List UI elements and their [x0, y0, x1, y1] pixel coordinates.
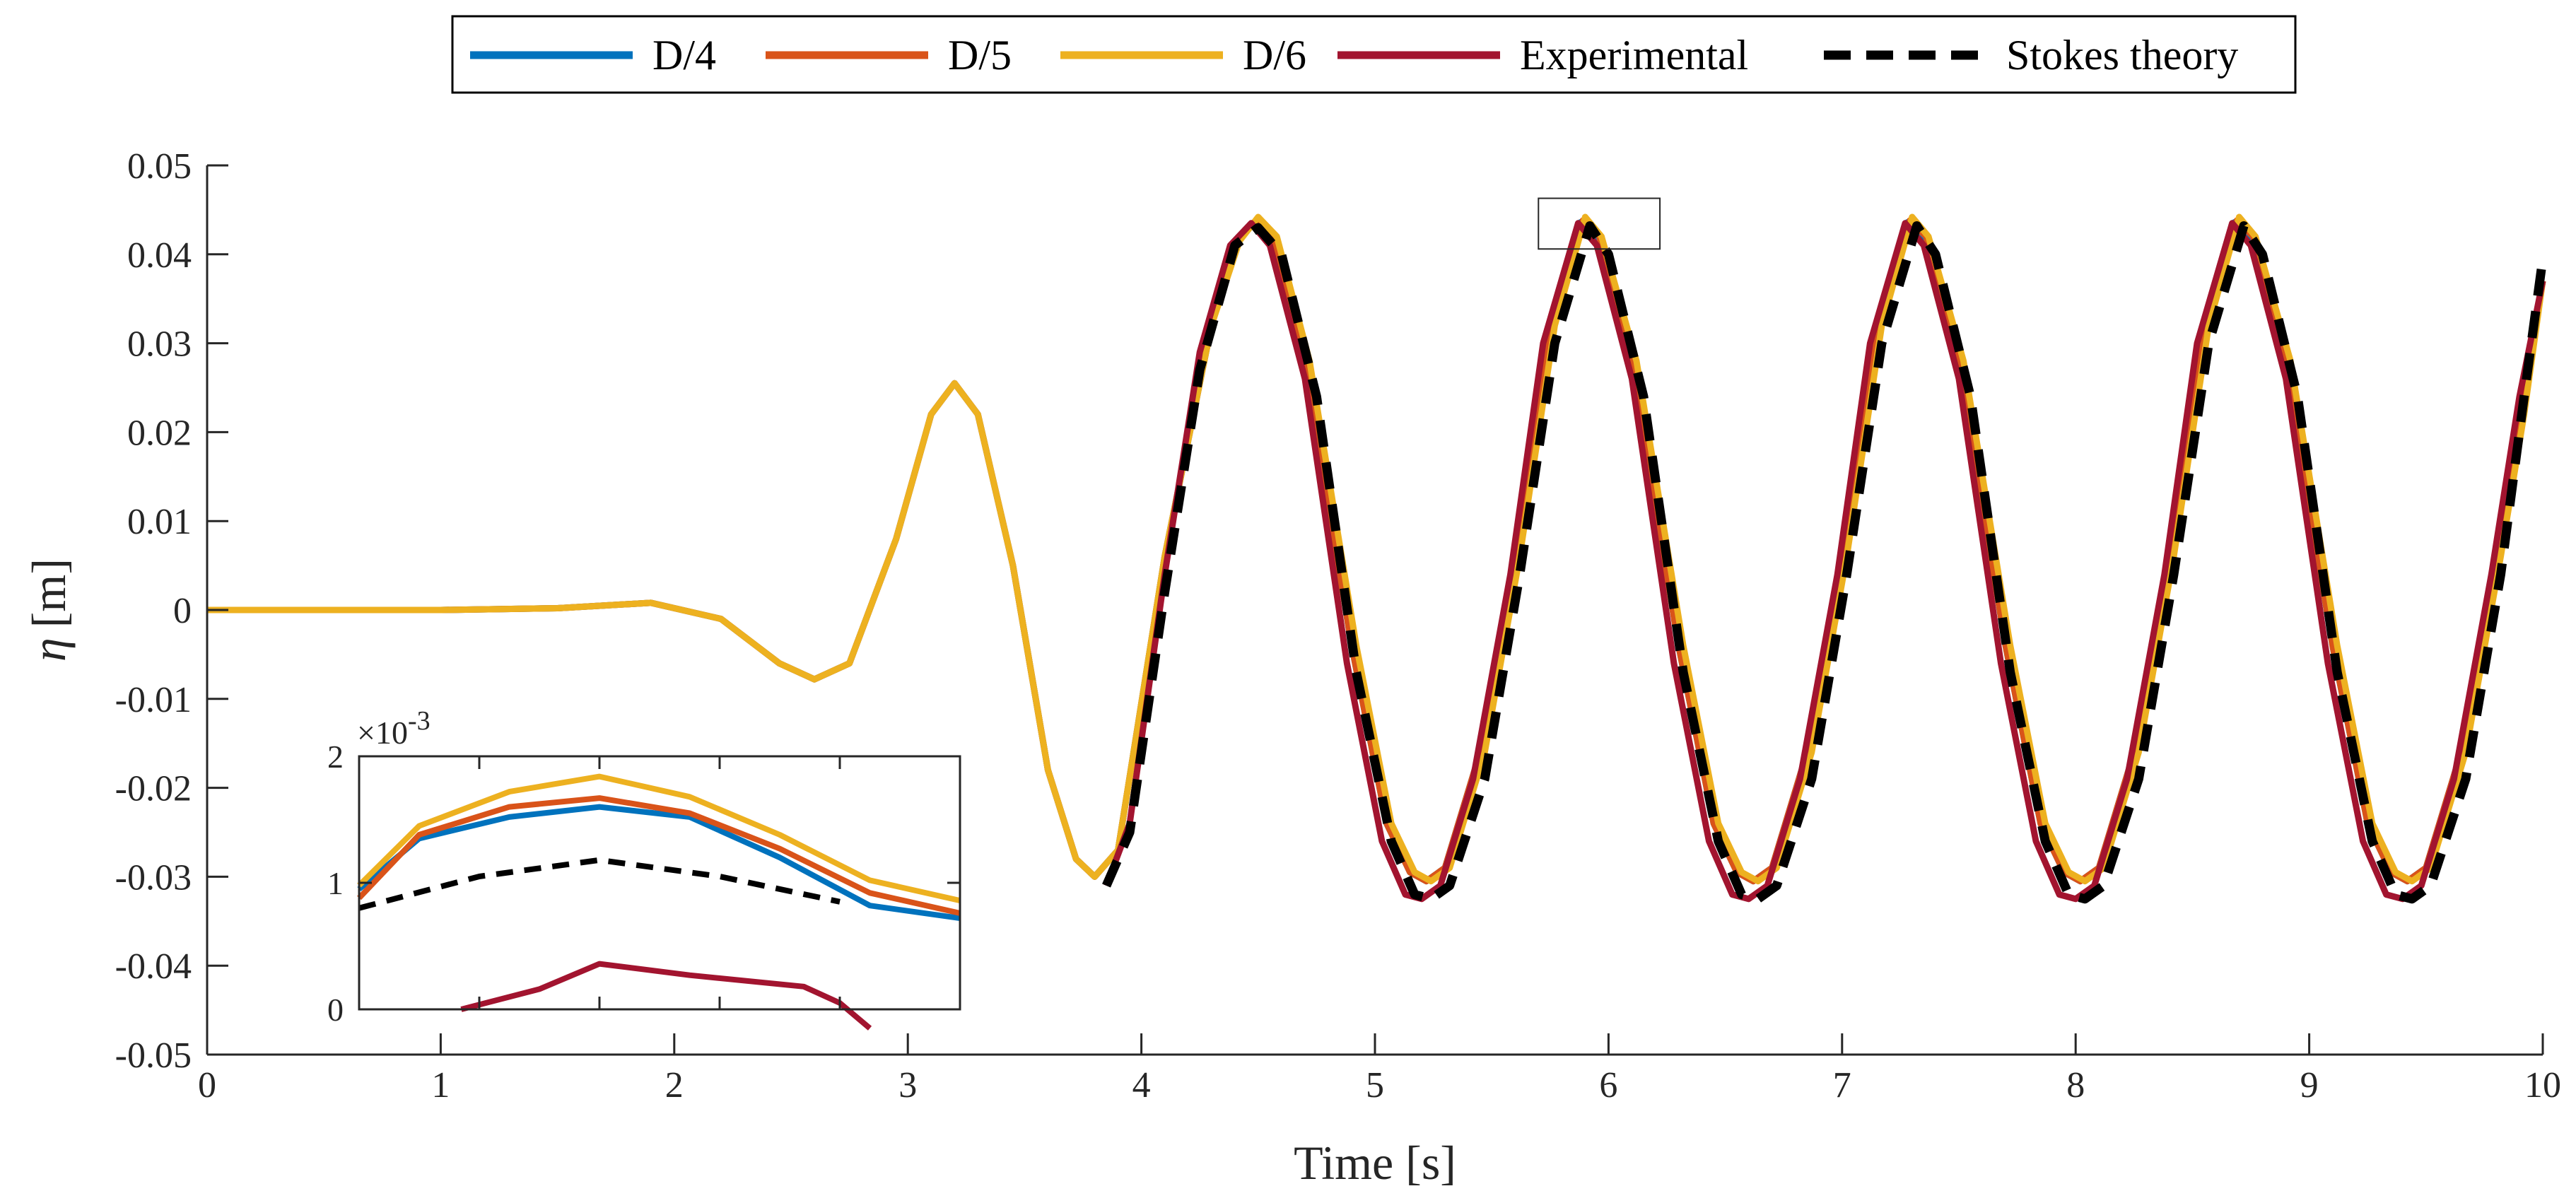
inset-series-line-d-4: [357, 804, 961, 922]
x-tick-label: 7: [1833, 1065, 1851, 1105]
y-tick-label: -0.01: [115, 680, 192, 720]
inset-y-tick-label: 0: [327, 992, 344, 1028]
inset-exponent-base: ×10: [357, 715, 408, 751]
x-tick-label: 3: [898, 1065, 917, 1105]
inset-y-tick-label: 1: [327, 865, 344, 901]
legend-label-d-5: D/5: [948, 32, 1012, 78]
legend: D/4 D/5 D/6 Experimental Stokes theory: [451, 15, 2297, 94]
inset-series-line-d-5: [357, 795, 961, 916]
y-tick-label: -0.03: [115, 857, 192, 898]
x-tick-label: 2: [665, 1065, 684, 1105]
y-tick-label: 0: [173, 591, 192, 631]
main-axes: 0 1 2 3 4 5 6 7 8 9 10 0.050.040.030.020.010-0.01-…: [22, 146, 2561, 1190]
x-tick-label: 1: [431, 1065, 450, 1105]
inset-exponent: ×10-3: [357, 706, 431, 751]
y-tick-label: -0.04: [115, 946, 192, 987]
inset-series-line-d-6: [357, 773, 961, 904]
legend-label-d-6: D/6: [1243, 32, 1306, 78]
y-axis-symbol: η: [22, 638, 76, 662]
series-line-experimental: [1103, 220, 2546, 903]
x-tick-label: 8: [2066, 1065, 2085, 1105]
x-tick-label: 0: [198, 1065, 216, 1105]
x-tick-label: 10: [2524, 1065, 2561, 1105]
y-tick-label: -0.02: [115, 769, 192, 809]
y-axis-title: η [m]: [22, 558, 76, 662]
x-tick-label: 6: [1599, 1065, 1617, 1105]
inset-exponent-power: -3: [408, 706, 431, 736]
x-tick-label: 9: [2300, 1065, 2319, 1105]
legend-label-stokes-theory: Stokes theory: [2006, 32, 2238, 78]
x-axis-title: Time [s]: [1294, 1136, 1456, 1190]
inset-background: [359, 756, 960, 1009]
y-tick-label: 0.02: [127, 413, 192, 453]
highlight-box: [1538, 197, 1661, 250]
y-tick-label: -0.05: [115, 1035, 192, 1076]
x-tick-label: 4: [1132, 1065, 1151, 1105]
inset-axes: 2 1 0 ×10-3: [327, 706, 961, 1031]
inset-y-tick-label: 2: [327, 739, 344, 775]
y-tick-label: 0.01: [127, 502, 192, 542]
y-tick-label: 0.05: [127, 146, 192, 187]
legend-label-experimental: Experimental: [1520, 32, 1748, 78]
y-tick-label: 0.03: [127, 324, 192, 365]
legend-label-d-4: D/4: [652, 32, 716, 78]
y-axis-unit: [m]: [22, 558, 76, 628]
series-line-stokes-theory: [1102, 221, 2548, 904]
inset-series-line-stokes-theory: [358, 857, 841, 911]
x-tick-label: 5: [1366, 1065, 1384, 1105]
y-tick-label: 0.04: [127, 235, 192, 276]
